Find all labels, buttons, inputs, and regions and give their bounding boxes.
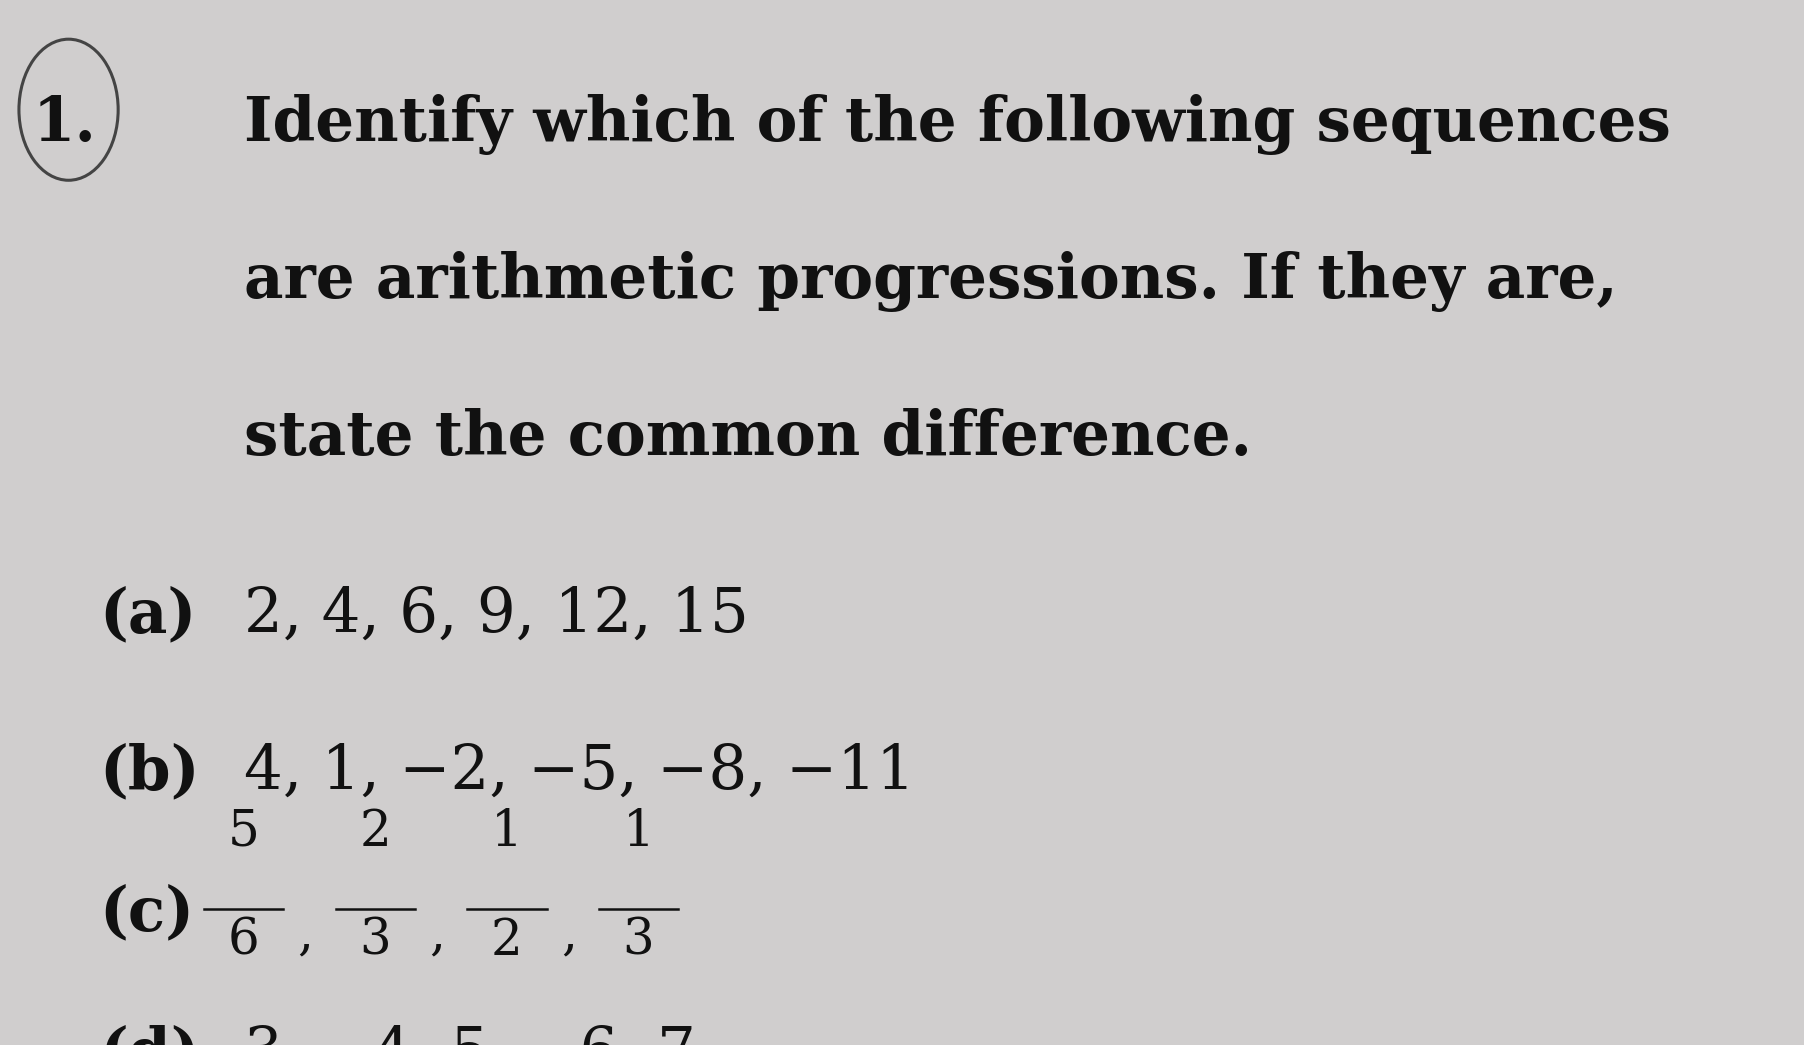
Text: 1.: 1. [32,94,96,154]
Text: 2: 2 [491,916,523,966]
Text: 3, −4, 5, −6, 7: 3, −4, 5, −6, 7 [244,1024,695,1045]
Text: 2, 4, 6, 9, 12, 15: 2, 4, 6, 9, 12, 15 [244,585,749,645]
Text: state the common difference.: state the common difference. [244,408,1252,467]
Text: 6: 6 [227,916,260,966]
Text: (d): (d) [99,1024,200,1045]
Text: 1: 1 [491,808,523,857]
Text: ,: , [429,911,446,960]
Text: ,: , [298,911,314,960]
Text: 2: 2 [359,808,391,857]
Text: 1: 1 [622,808,655,857]
Text: (a): (a) [99,585,197,645]
Text: (c): (c) [99,883,195,943]
Text: Identify which of the following sequences: Identify which of the following sequence… [244,94,1671,155]
Text: 5: 5 [227,808,260,857]
Text: 4, 1, −2, −5, −8, −11: 4, 1, −2, −5, −8, −11 [244,742,915,802]
Text: (b): (b) [99,742,200,802]
Text: are arithmetic progressions. If they are,: are arithmetic progressions. If they are… [244,251,1618,311]
Text: ,: , [561,911,577,960]
Text: 3: 3 [359,916,391,966]
Text: 3: 3 [622,916,655,966]
